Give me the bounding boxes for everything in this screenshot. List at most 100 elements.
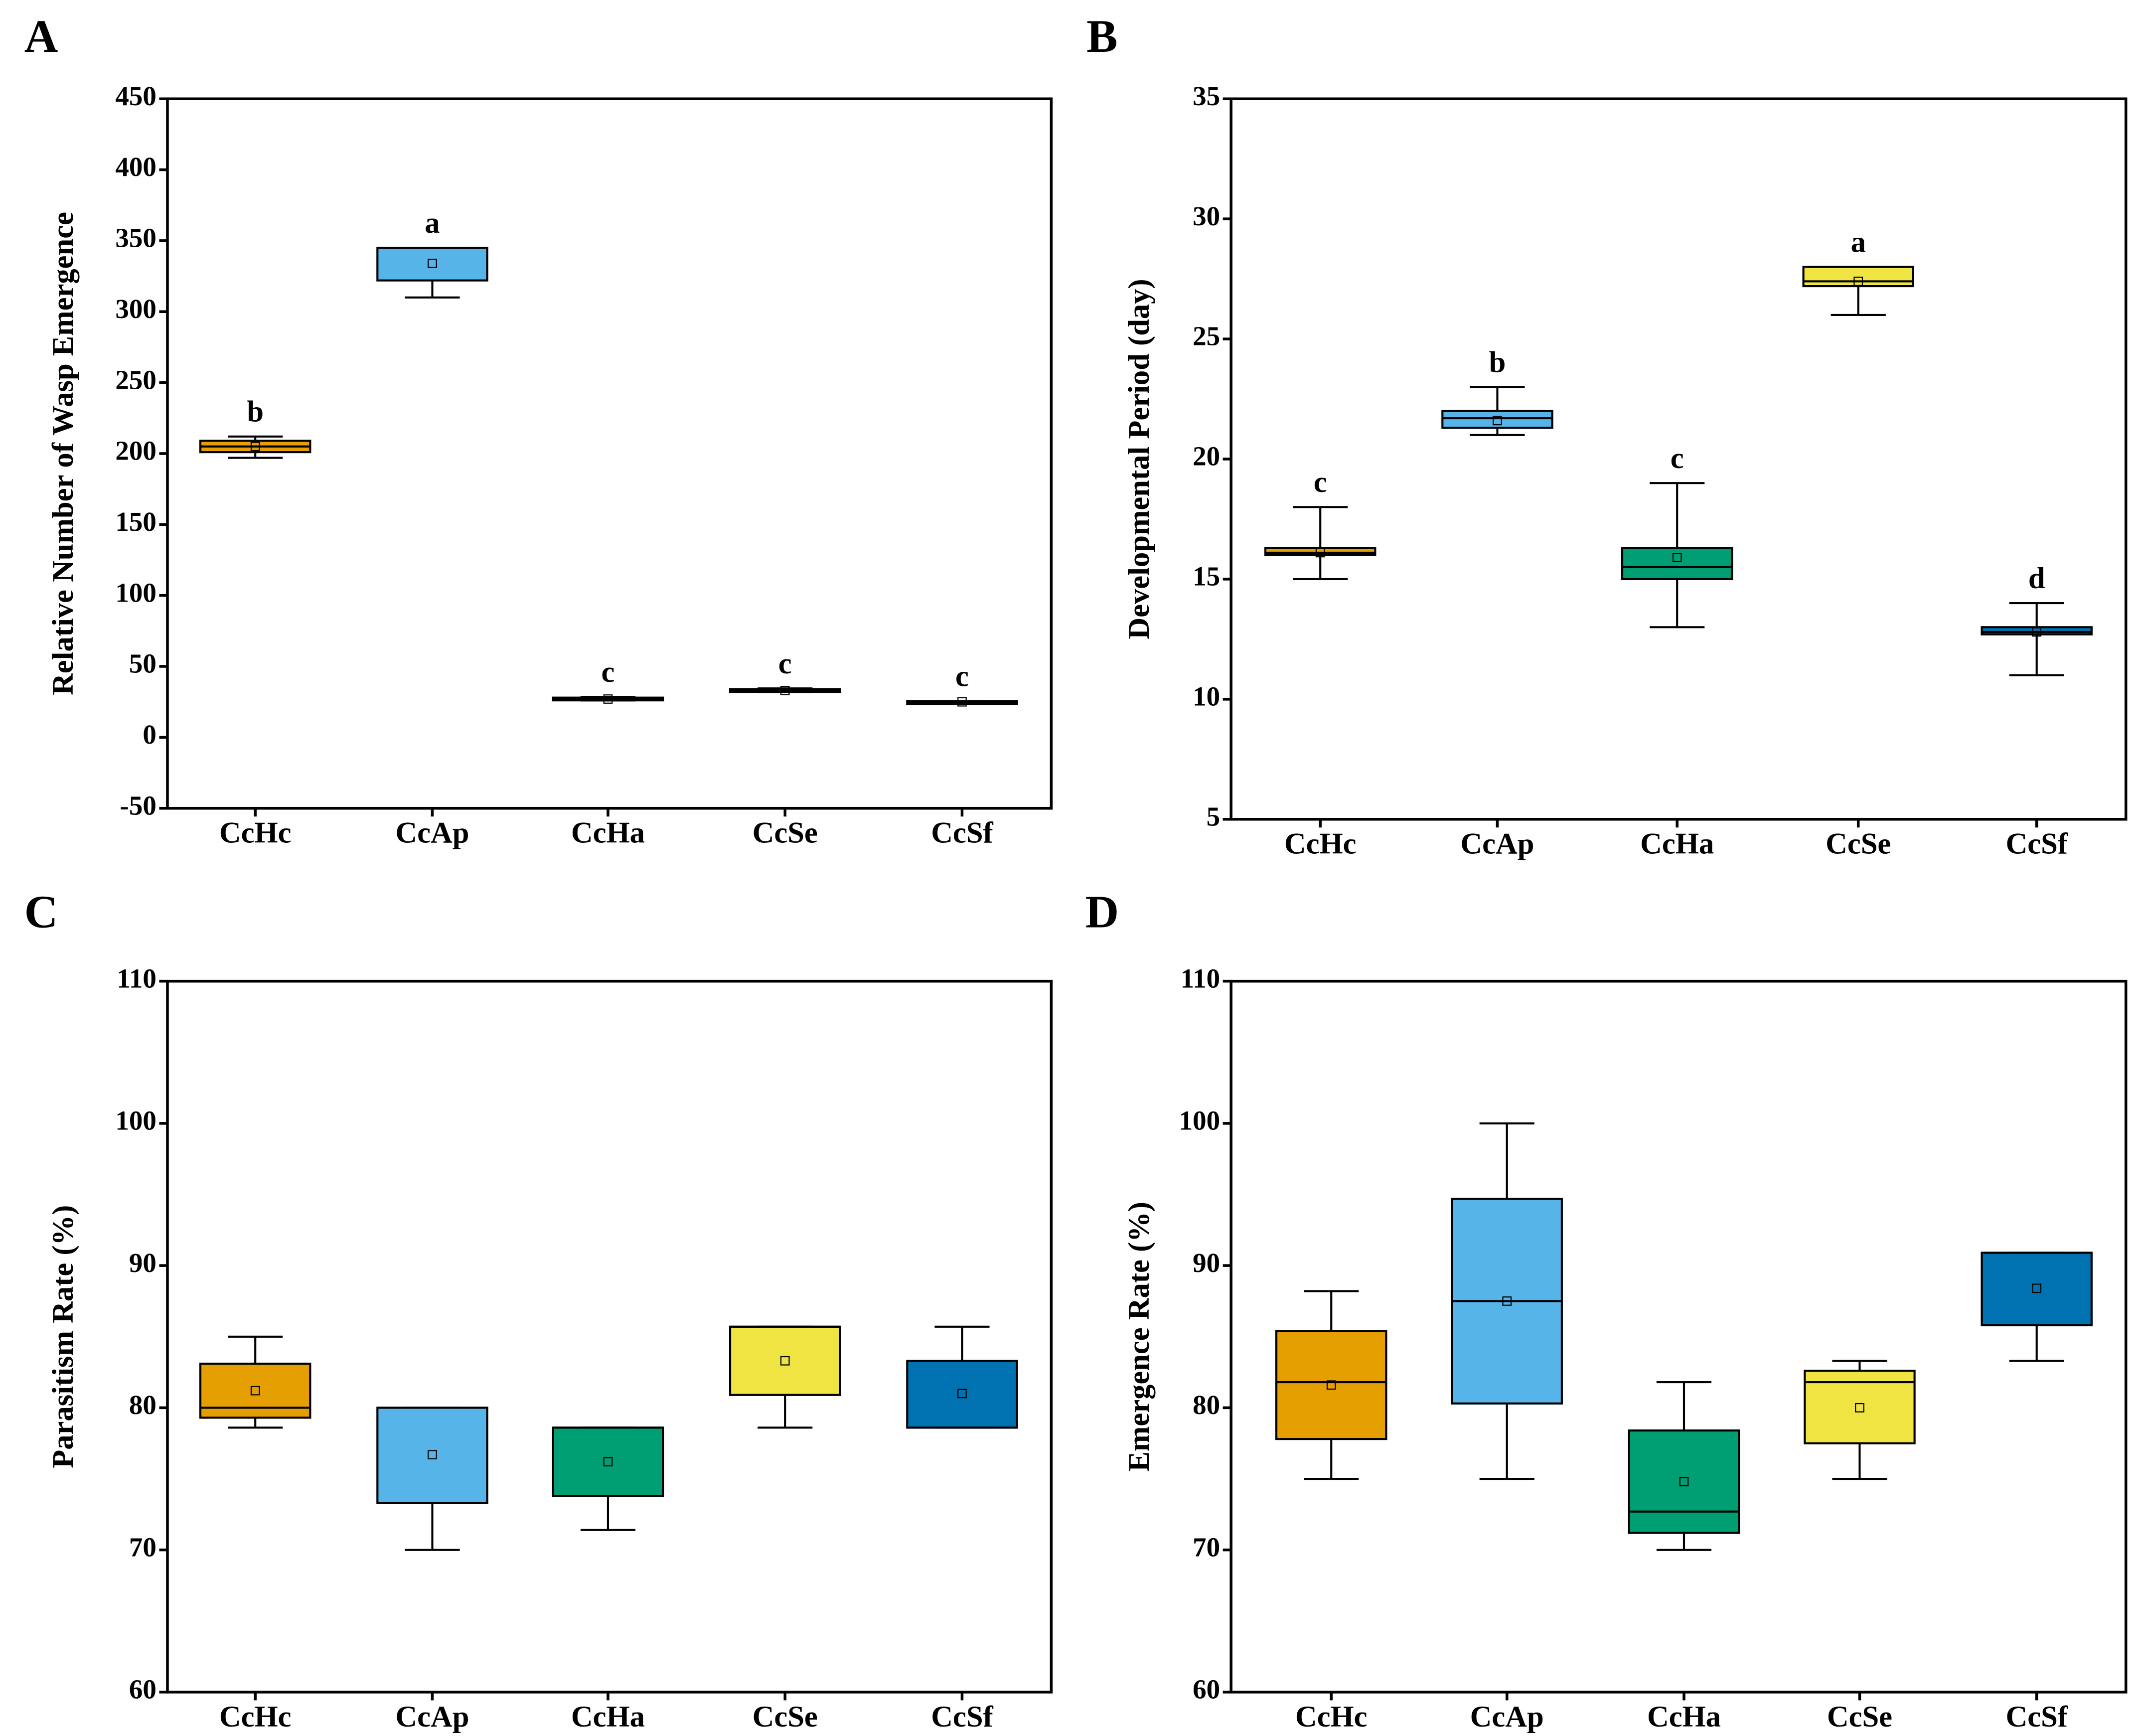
panel-label: B bbox=[1086, 11, 1117, 62]
y-tick-label: 20 bbox=[1193, 441, 1220, 472]
x-tick-label: CcSf bbox=[2005, 1700, 2068, 1734]
y-axis-label: Relative Number of Wasp Emergence bbox=[46, 212, 80, 695]
mean-marker bbox=[780, 1356, 790, 1366]
y-tick-label: 35 bbox=[1193, 81, 1220, 111]
y-tick-label: 10 bbox=[1193, 681, 1220, 711]
box-CcHa: c bbox=[1621, 442, 1733, 629]
panel-D: D 60 70 80 90 100 110 Emergence Rate (%) CcHc CcA… bbox=[1085, 887, 2128, 1734]
x-tick-label: CcHc bbox=[219, 816, 292, 850]
y-tick-label: 300 bbox=[115, 294, 156, 324]
box-iqr bbox=[376, 1407, 488, 1504]
mean-marker bbox=[957, 697, 967, 707]
y-axis-label: Parasitism Rate (%) bbox=[46, 1205, 80, 1468]
x-tick-label: CcSf bbox=[931, 816, 993, 850]
y-tick-label: 60 bbox=[129, 1674, 156, 1705]
x-tick-label: CcHa bbox=[1647, 1700, 1721, 1734]
x-tick-label: CcAp bbox=[1470, 1700, 1544, 1734]
box-CcSf: c bbox=[906, 660, 1018, 707]
box-iqr bbox=[552, 1426, 664, 1497]
y-tick-label: 15 bbox=[1193, 561, 1220, 592]
mean-marker bbox=[1315, 548, 1325, 558]
x-tick-label: CcSe bbox=[753, 1700, 818, 1734]
significance-letter: d bbox=[2028, 562, 2045, 595]
mean-marker bbox=[957, 1389, 967, 1399]
mean-marker bbox=[1326, 1380, 1336, 1390]
box-CcHa bbox=[552, 1426, 664, 1531]
panel-label: A bbox=[24, 11, 58, 62]
box-CcSe bbox=[1804, 1360, 1916, 1480]
box-iqr bbox=[1981, 1252, 2093, 1327]
significance-letter: a bbox=[1851, 225, 1866, 259]
mean-marker bbox=[603, 1457, 613, 1467]
y-tick-label: 5 bbox=[1207, 801, 1221, 831]
y-tick-label: 150 bbox=[115, 506, 156, 537]
y-tick-label: 0 bbox=[143, 719, 156, 750]
box-CcAp: b bbox=[1441, 345, 1553, 436]
mean-marker bbox=[1853, 277, 1863, 286]
x-tick-label: CcHa bbox=[1640, 827, 1714, 861]
y-tick-label: 80 bbox=[1193, 1390, 1220, 1420]
panel-label: C bbox=[24, 887, 58, 938]
y-axis-label: Emergence Rate (%) bbox=[1122, 1202, 1156, 1471]
box-CcSe: a bbox=[1802, 225, 1914, 316]
mean-marker bbox=[428, 1450, 437, 1459]
box-CcAp bbox=[376, 1407, 488, 1551]
mean-marker bbox=[780, 686, 790, 695]
y-tick-label: 100 bbox=[1179, 1105, 1221, 1136]
y-tick-label: 100 bbox=[115, 1105, 156, 1136]
box-iqr bbox=[729, 1325, 841, 1396]
significance-letter: c bbox=[955, 660, 969, 693]
significance-letter: c bbox=[778, 647, 792, 680]
y-tick-label: 350 bbox=[115, 223, 156, 253]
y-tick-label: -50 bbox=[120, 790, 156, 820]
mean-marker bbox=[250, 1386, 260, 1396]
x-tick-label: CcHa bbox=[571, 1700, 645, 1734]
mean-marker bbox=[1679, 1477, 1689, 1487]
x-tick-label: CcSe bbox=[753, 816, 818, 850]
mean-marker bbox=[2032, 627, 2042, 637]
y-tick-label: 90 bbox=[1193, 1248, 1220, 1278]
mean-marker bbox=[250, 442, 260, 452]
mean-marker bbox=[2032, 1283, 2042, 1293]
y-axis-label: Developmental Period (day) bbox=[1122, 279, 1156, 639]
x-tick-label: CcAp bbox=[395, 816, 469, 850]
y-tick-label: 250 bbox=[115, 364, 156, 395]
significance-letter: c bbox=[602, 655, 615, 689]
x-tick-label: CcAp bbox=[395, 1700, 469, 1734]
y-tick-label: 100 bbox=[115, 577, 156, 608]
significance-letter: b bbox=[1489, 345, 1506, 379]
mean-marker bbox=[1855, 1403, 1864, 1413]
significance-letter: b bbox=[247, 395, 264, 429]
x-tick-label: CcHc bbox=[1295, 1700, 1368, 1734]
panel-label: D bbox=[1085, 887, 1119, 938]
x-tick-label: CcSe bbox=[1826, 827, 1891, 861]
panel-B: B 5 10 15 20 25 30 35 Developmental Period (day)… bbox=[1086, 11, 2128, 861]
box-iqr bbox=[906, 1360, 1018, 1429]
box-CcSf: d bbox=[1981, 562, 2093, 676]
box-CcSe bbox=[729, 1325, 841, 1429]
box-CcHc: b bbox=[199, 395, 311, 459]
panel-C: C 60 70 80 90 100 110 Parasitism Rate (%) CcHc Cc… bbox=[24, 887, 1053, 1734]
y-tick-label: 30 bbox=[1193, 201, 1220, 231]
x-tick-label: CcSf bbox=[2005, 827, 2068, 861]
box-CcHa: c bbox=[552, 655, 664, 704]
y-tick-label: 70 bbox=[129, 1532, 156, 1562]
box-CcSf bbox=[1981, 1252, 2093, 1362]
box-CcHc bbox=[199, 1335, 311, 1429]
box-CcAp: a bbox=[376, 206, 488, 299]
y-tick-label: 200 bbox=[115, 436, 156, 466]
mean-marker bbox=[1502, 1296, 1512, 1306]
x-tick-label: CcHa bbox=[571, 816, 645, 850]
box-iqr bbox=[376, 247, 488, 282]
box-CcHc bbox=[1275, 1290, 1387, 1480]
y-tick-label: 400 bbox=[115, 152, 156, 182]
box-CcHa bbox=[1628, 1381, 1740, 1551]
box-iqr bbox=[1275, 1330, 1387, 1440]
plot-frame bbox=[1229, 979, 2128, 1694]
significance-letter: a bbox=[425, 206, 440, 240]
box-iqr bbox=[1621, 547, 1733, 580]
mean-marker bbox=[1493, 416, 1502, 426]
mean-marker bbox=[428, 259, 437, 268]
box-CcSe: c bbox=[729, 647, 841, 695]
